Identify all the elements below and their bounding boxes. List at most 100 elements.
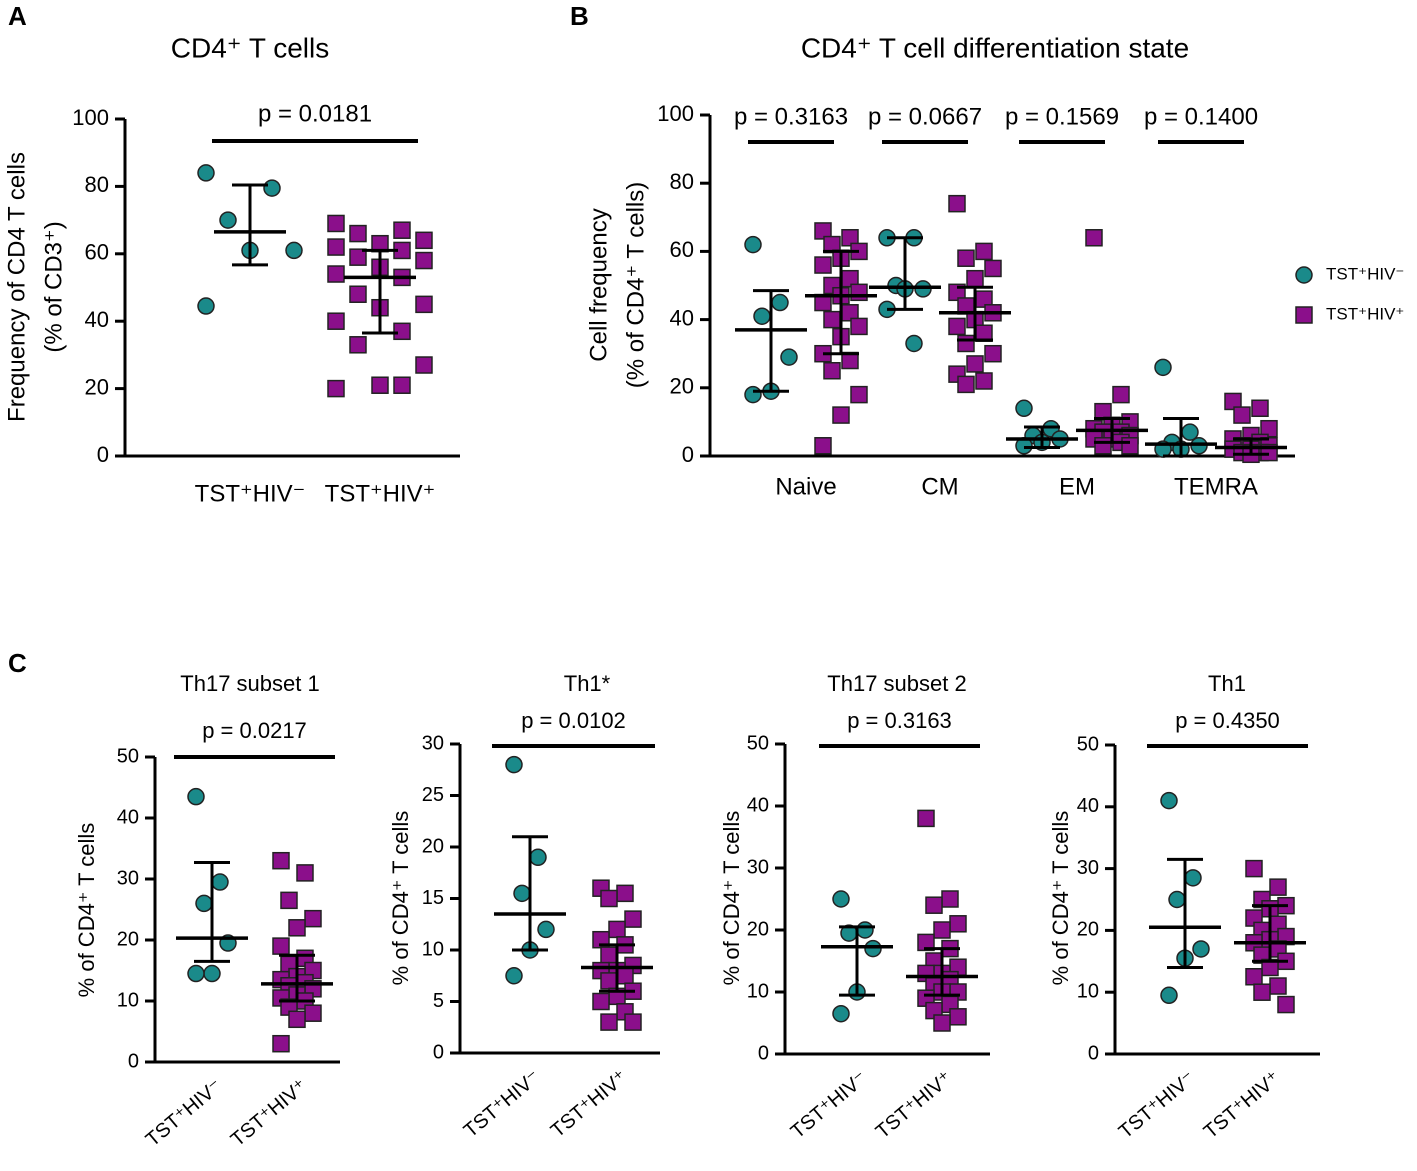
data-point [272,851,290,870]
y-tick-label: 0 [128,1050,139,1072]
data-point [211,873,229,891]
p-value: p = 0.4350 [1175,708,1280,733]
y-tick-label: 50 [747,732,769,754]
data-point [1184,869,1202,887]
y-tick-label: 40 [85,307,109,332]
data-point [296,864,314,882]
data-point [1269,878,1287,896]
y-tick-label: 20 [670,374,694,399]
data-point [349,224,367,243]
data-point [187,787,205,806]
x-tick-label: TEMRA [1174,473,1258,500]
legend-marker [1295,306,1313,324]
data-point [616,967,634,985]
y-tick-label: 20 [747,918,769,940]
data-point [948,317,966,336]
data-point [263,179,281,197]
data-point [975,242,993,261]
y-tick-label: 30 [422,732,444,754]
x-tick-label: TST⁺HIV⁺ [1200,1067,1285,1143]
data-point [219,211,237,229]
data-point [393,221,411,239]
chart-title: Th17 subset 2 [827,671,966,696]
p-value: p = 0.0181 [258,100,372,127]
y-tick-label: 0 [1088,1042,1099,1064]
data-point [933,1014,951,1032]
chart-title: Th1* [564,671,611,696]
data-point [1154,358,1172,377]
data-point [1112,385,1130,404]
data-point [327,312,345,330]
y-tick-label: 10 [747,980,769,1002]
data-point [832,406,850,424]
y-tick-label: 40 [747,794,769,816]
y-tick-label: 20 [85,374,109,399]
data-point [505,755,523,774]
data-point [823,310,841,329]
data-point [624,1013,642,1031]
y-axis-label: % of CD4⁺ T cells [388,811,413,986]
data-point [814,256,832,274]
data-point [814,222,832,240]
y-tick-label: 100 [657,101,694,126]
y-tick-label: 40 [670,305,694,330]
data-point [197,297,215,315]
y-axis-label: Frequency of CD4 T cells [3,152,30,422]
x-tick-label: EM [1059,473,1095,500]
data-point [415,251,433,270]
data-point [1192,940,1210,958]
y-tick-label: 20 [1077,919,1099,941]
data-point [850,317,868,336]
x-tick-label: TST⁺HIV⁻ [142,1075,227,1151]
data-point [957,375,975,394]
x-tick-label: TST⁺HIV⁻ [1115,1067,1200,1143]
data-point [203,964,221,983]
p-value: p = 0.1400 [1144,103,1258,130]
p-value: p = 0.3163 [847,708,952,733]
data-point [1233,406,1251,424]
data-point [832,890,850,908]
y-tick-label: 30 [747,856,769,878]
y-axis-label: % of CD4⁺ T cells [1048,811,1073,986]
x-tick-label: TST⁺HIV⁺ [547,1066,632,1142]
data-point [187,964,205,983]
data-point [513,884,531,903]
data-point [780,348,798,366]
data-point [1245,968,1263,986]
x-tick-label: TST⁺HIV⁺ [872,1067,957,1143]
data-point [832,1004,850,1023]
data-point [814,437,832,455]
p-value: p = 0.0217 [202,718,307,743]
data-point [850,283,868,302]
y-tick-label: 25 [422,784,444,806]
y-tick-label: 60 [85,240,109,265]
data-point [933,921,951,939]
x-tick-label: TST⁺HIV⁺ [227,1075,312,1151]
data-point [1094,437,1112,455]
data-point [197,164,215,182]
data-point [371,376,389,394]
p-value: p = 0.0102 [521,708,626,733]
data-point [966,355,984,373]
data-point [941,890,959,908]
data-point [1224,392,1242,411]
chart-title: CD4⁺ T cells [171,32,329,63]
legend-label: TST⁺HIV⁺ [1326,304,1404,323]
data-point [1015,399,1033,418]
legend-label: TST⁺HIV⁻ [1326,264,1404,283]
data-point [744,385,762,404]
data-point [1260,419,1278,438]
data-point [327,379,345,398]
data-point [966,269,984,288]
y-tick-label: 40 [1077,795,1099,817]
data-point [925,896,943,914]
data-point [984,259,1002,278]
y-tick-label: 10 [117,989,139,1011]
y-tick-label: 30 [1077,857,1099,879]
data-point [744,235,762,254]
y-axis-label: Cell frequency [585,208,612,361]
data-point [753,307,771,325]
chart-title: Th17 subset 1 [180,671,319,696]
y-tick-label: 100 [72,105,109,130]
data-point [529,848,547,867]
